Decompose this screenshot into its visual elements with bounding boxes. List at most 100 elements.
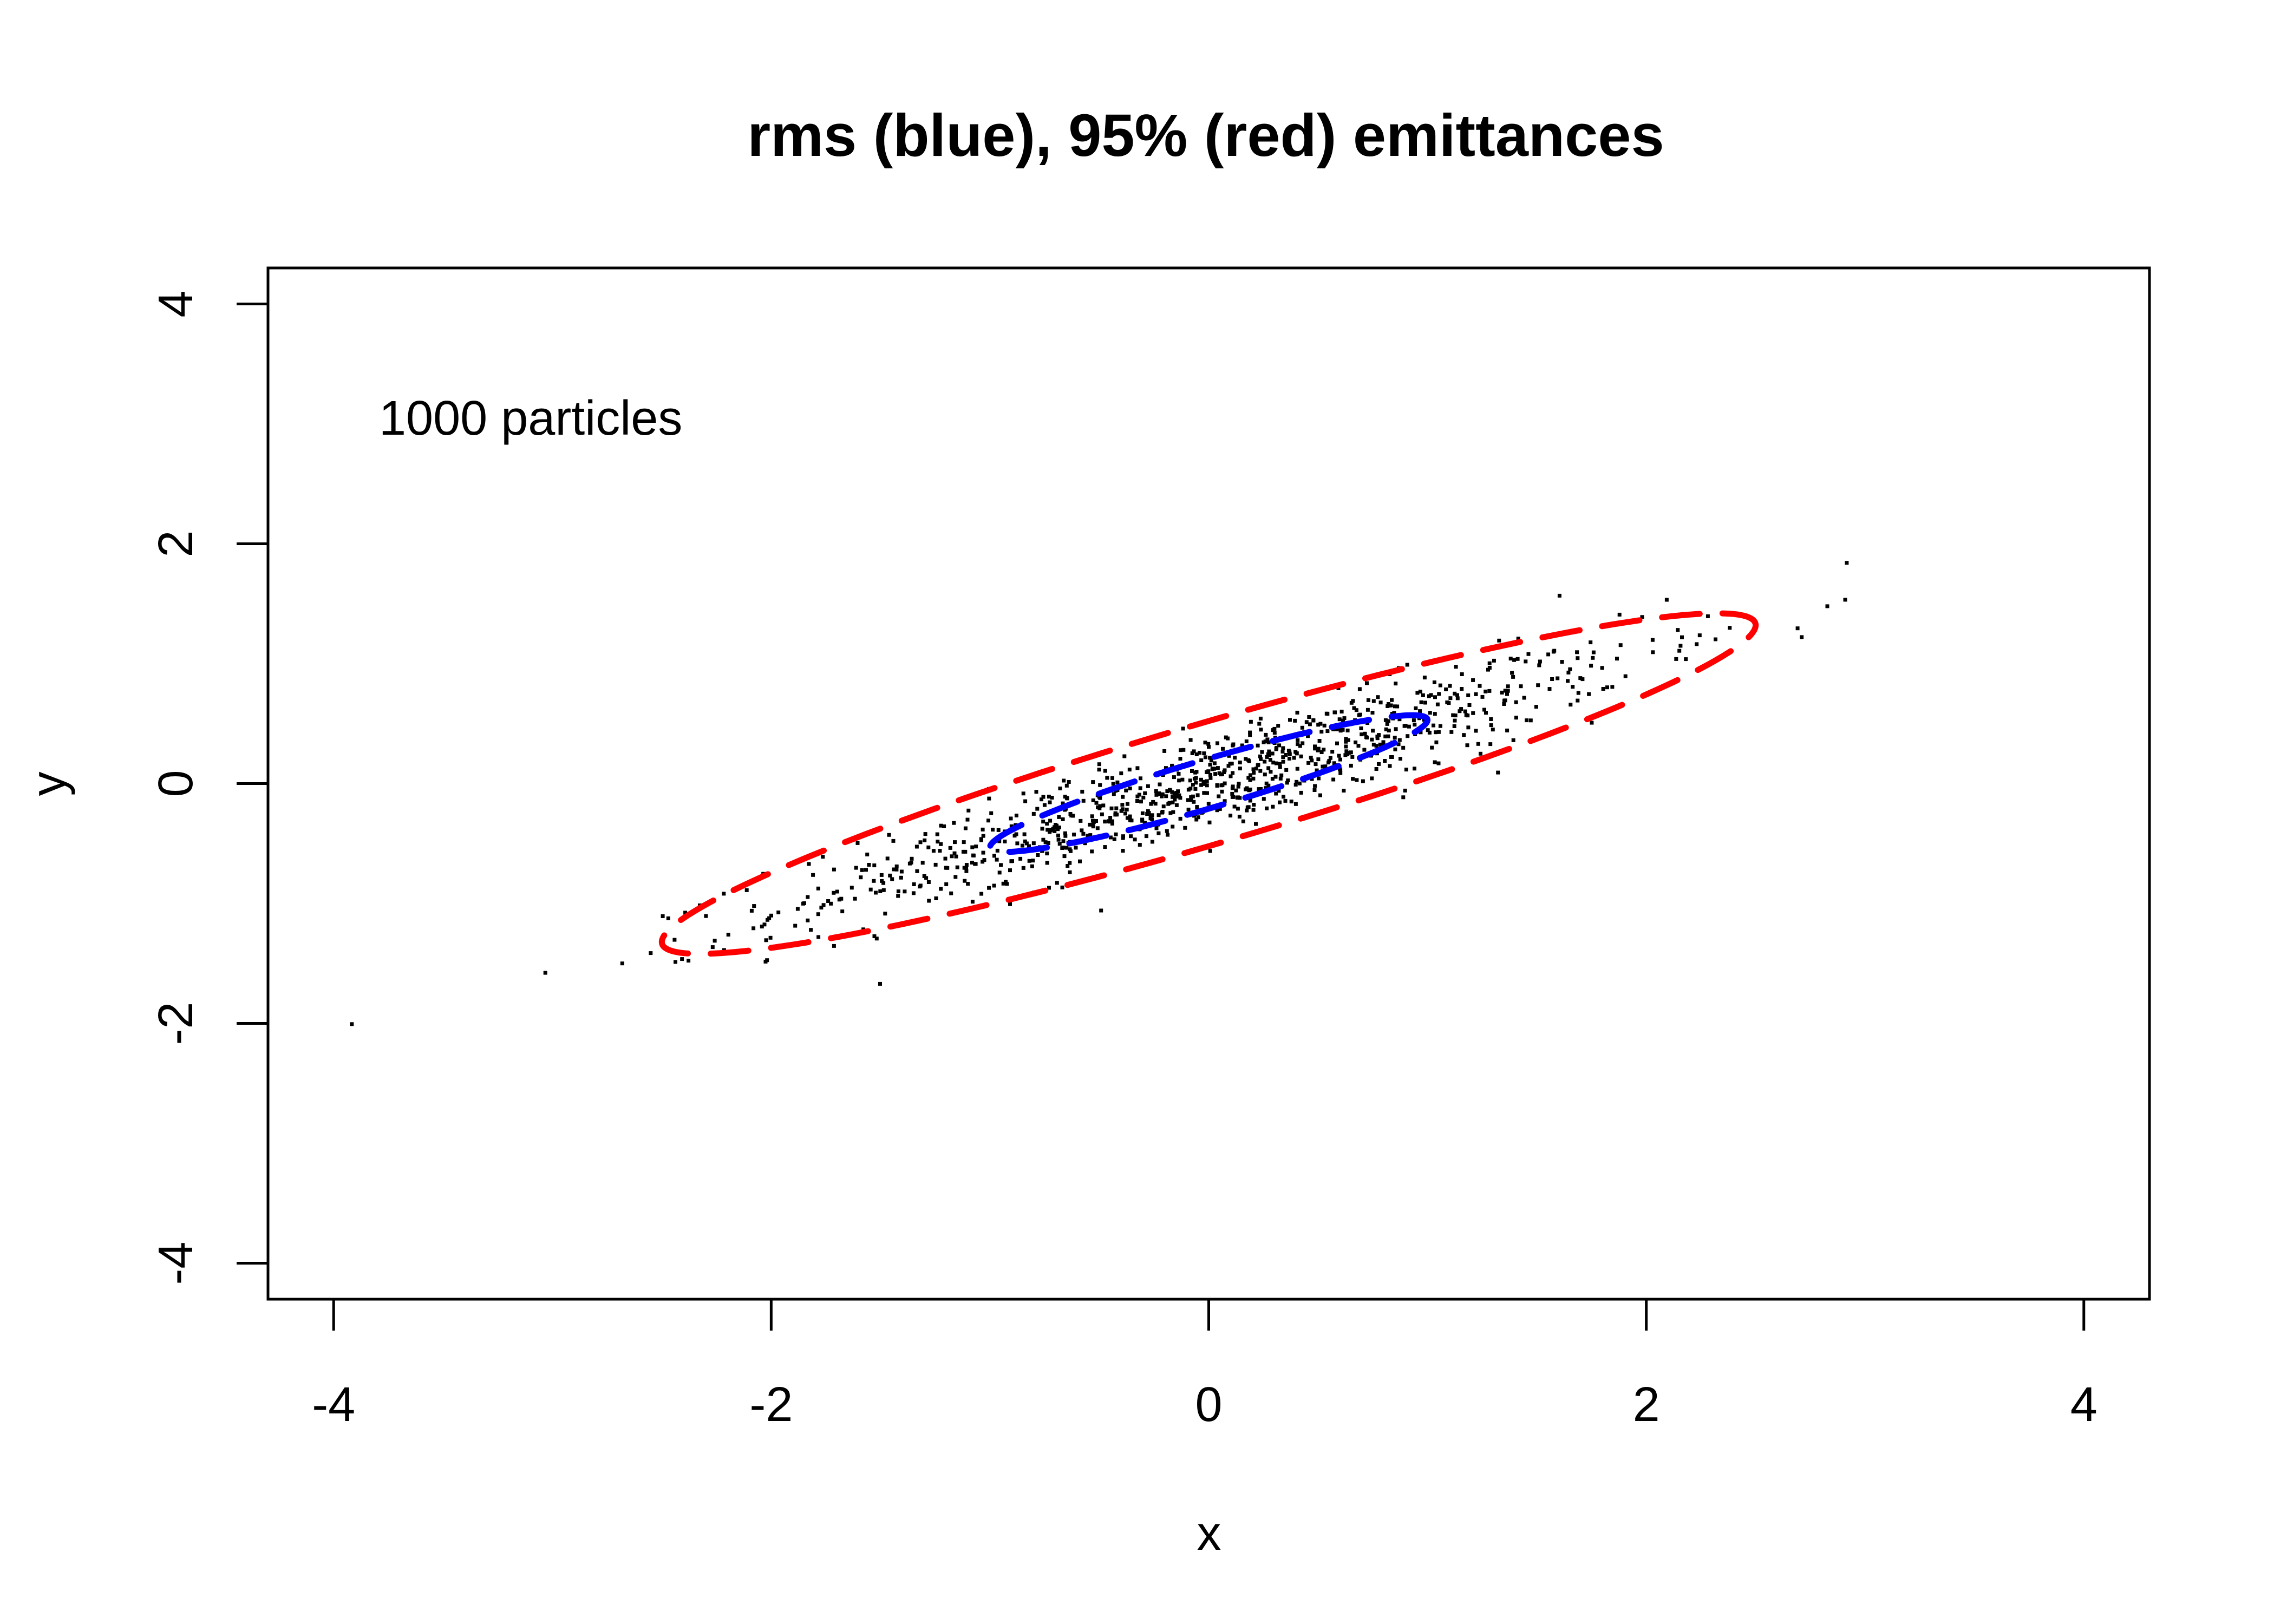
particle-point	[832, 867, 836, 872]
particle-point	[1244, 757, 1248, 761]
particle-point	[1349, 763, 1353, 768]
particle-point	[1062, 854, 1067, 859]
particle-point	[1247, 759, 1251, 763]
particle-point	[1299, 754, 1303, 758]
particle-point	[1283, 798, 1288, 803]
particle-point	[1154, 826, 1159, 830]
particle-point	[1237, 782, 1241, 786]
particle-point	[1516, 637, 1520, 641]
particle-point	[776, 911, 781, 914]
particle-point	[1231, 743, 1235, 748]
particle-point	[1426, 728, 1430, 732]
particle-point	[1295, 767, 1299, 771]
particle-point	[1151, 800, 1155, 804]
particle-point	[1040, 797, 1043, 802]
particle-point	[1351, 777, 1355, 781]
particle-point	[1126, 816, 1129, 820]
particle-point	[1208, 776, 1213, 780]
particle-point	[1139, 776, 1142, 781]
particle-point	[1484, 689, 1488, 693]
particle-point	[1110, 822, 1114, 826]
particle-point	[912, 882, 916, 886]
particle-point	[1640, 615, 1644, 619]
particle-point	[1043, 840, 1048, 844]
particle-point	[1217, 794, 1221, 798]
particle-point	[1249, 773, 1252, 777]
particle-point	[839, 896, 844, 901]
particle-point	[1266, 783, 1271, 788]
particle-point	[1232, 804, 1237, 809]
particle-point	[1312, 788, 1317, 792]
particle-point	[899, 869, 904, 874]
particle-point	[1158, 782, 1162, 787]
particle-point	[1090, 849, 1094, 854]
particle-point	[1381, 740, 1386, 744]
particle-point	[1192, 749, 1196, 754]
particle-point	[1378, 742, 1382, 746]
particle-point	[872, 934, 877, 938]
x-tick-label: 4	[2070, 1378, 2097, 1432]
particle-point	[1108, 835, 1113, 840]
particle-point	[1316, 757, 1321, 762]
particle-point	[1365, 708, 1370, 712]
particle-point	[1254, 822, 1258, 826]
particle-point	[829, 901, 833, 906]
particle-point	[816, 912, 820, 916]
particle-point	[1160, 794, 1164, 798]
particle-point	[864, 868, 868, 872]
particle-point	[1123, 811, 1127, 816]
particle-point	[1590, 721, 1594, 725]
particle-point	[1177, 778, 1181, 783]
particle-point	[1459, 707, 1463, 711]
particle-point	[891, 839, 896, 843]
particle-point	[821, 903, 826, 907]
particle-point	[1800, 635, 1804, 639]
particle-point	[1344, 739, 1348, 744]
particle-point	[1432, 680, 1436, 684]
particle-point	[1491, 728, 1495, 732]
particle-point	[995, 848, 999, 853]
particle-point	[1196, 815, 1200, 820]
particle-point	[986, 818, 990, 823]
particle-point	[1198, 751, 1202, 755]
particle-point	[1714, 637, 1717, 641]
particle-point	[1248, 778, 1252, 782]
particle-point	[1260, 750, 1264, 754]
particle-point	[1357, 687, 1362, 691]
particle-point	[1264, 781, 1269, 785]
particle-point	[1148, 814, 1153, 818]
particle-point	[879, 873, 884, 877]
particle-point	[1265, 737, 1270, 742]
particle-point	[1090, 823, 1095, 827]
particle-point	[832, 944, 836, 948]
particle-point	[1569, 703, 1573, 707]
particle-point	[1143, 791, 1147, 795]
particle-point	[1097, 762, 1101, 767]
particle-point	[674, 960, 677, 964]
particle-point	[1090, 818, 1095, 823]
particle-point	[1107, 819, 1111, 823]
particle-point	[1319, 750, 1324, 754]
particle-point	[1436, 761, 1441, 765]
particle-point	[880, 879, 884, 883]
particle-point	[350, 1022, 354, 1026]
particle-point	[1505, 728, 1510, 732]
particle-point	[1231, 784, 1235, 789]
particle-point	[1387, 719, 1390, 723]
particle-point	[1031, 811, 1036, 816]
particle-point	[1371, 699, 1376, 703]
ellipse-95-percent	[658, 610, 1759, 957]
particle-point	[1448, 696, 1453, 700]
particle-point	[1020, 843, 1024, 848]
particle-point	[1389, 755, 1393, 759]
particle-point	[1519, 684, 1523, 689]
particle-point	[1428, 711, 1432, 715]
particle-point	[1195, 793, 1200, 797]
particle-point	[1034, 790, 1038, 794]
particle-point	[1304, 720, 1309, 724]
particle-point	[1121, 836, 1125, 840]
particle-point	[1031, 859, 1035, 863]
particle-point	[1293, 718, 1297, 723]
particle-point	[1222, 770, 1226, 774]
particle-point	[1110, 776, 1114, 780]
